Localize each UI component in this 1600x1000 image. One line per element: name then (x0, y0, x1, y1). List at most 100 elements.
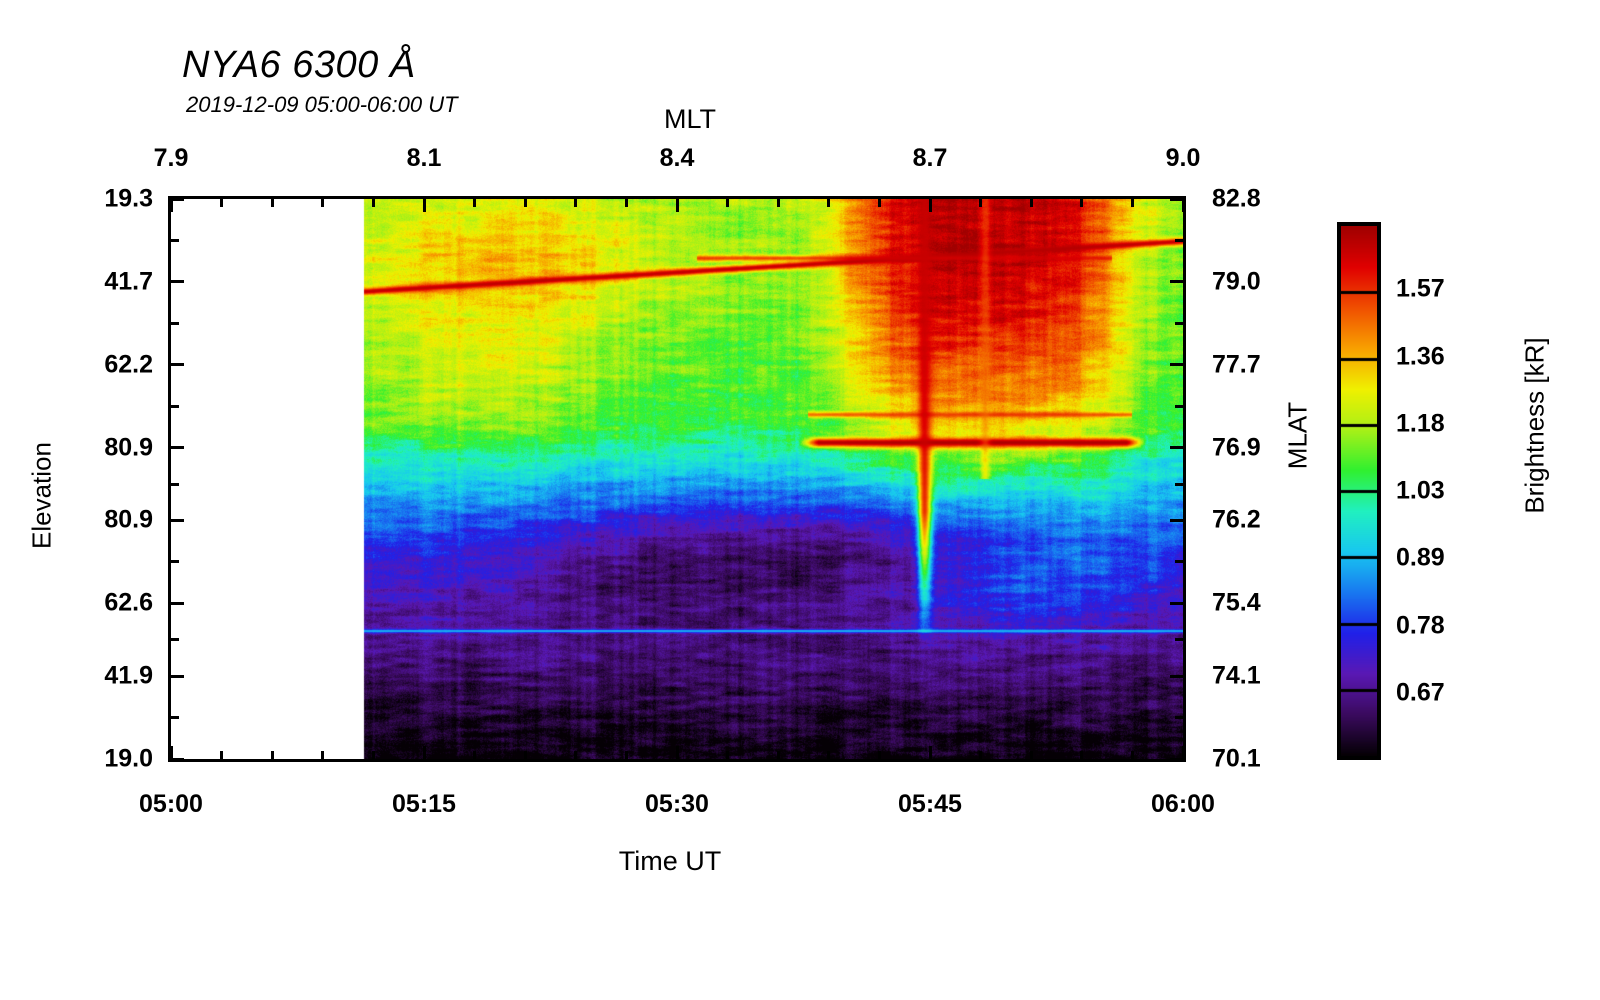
figure-title: NYA6 6300 Å (182, 44, 416, 86)
colorbar-label: Brightness [kR] (1519, 337, 1550, 514)
colorbar-tick-label: 0.67 (1396, 678, 1445, 707)
x-axis-minor-tick (473, 751, 477, 759)
y-axis-tick (171, 197, 184, 201)
top-axis-minor-tick (523, 199, 527, 207)
right-axis-tick (1170, 757, 1183, 761)
top-axis-minor-tick (220, 199, 224, 207)
colorbar-gradient (1341, 226, 1377, 756)
right-axis-tick-label: 79.0 (1212, 267, 1261, 296)
x-axis-minor-tick (321, 751, 325, 759)
x-axis-minor-tick (371, 751, 375, 759)
right-axis-tick (1170, 518, 1183, 522)
x-axis-minor-tick (624, 751, 628, 759)
x-axis-minor-tick (979, 751, 983, 759)
x-axis-minor-tick (776, 751, 780, 759)
colorbar (1337, 222, 1381, 760)
y-axis-tick-label: 19.3 (104, 184, 153, 213)
y-axis-minor-tick (171, 560, 179, 564)
right-axis-minor-tick (1175, 560, 1183, 564)
right-axis-minor-tick (1175, 404, 1183, 408)
figure-subtitle: 2019-12-09 05:00-06:00 UT (186, 92, 458, 117)
x-axis-tick-label: 05:00 (139, 790, 203, 818)
top-axis-minor-tick (473, 199, 477, 207)
top-axis-tick-label: 9.0 (1165, 144, 1201, 172)
x-axis-minor-tick (574, 751, 578, 759)
x-axis-tick-label: 05:15 (392, 790, 456, 818)
top-axis-tick-label: 7.9 (153, 144, 189, 172)
x-axis-label: Time UT (618, 846, 722, 876)
y-axis-minor-tick (171, 321, 179, 325)
right-axis-minor-tick (1175, 482, 1183, 486)
x-axis-minor-tick (1080, 751, 1084, 759)
right-axis-tick (1170, 280, 1183, 284)
right-axis-tick-label: 76.2 (1212, 505, 1261, 534)
right-axis-tick (1170, 601, 1183, 605)
y-axis-tick-label: 80.9 (104, 505, 153, 534)
top-axis-minor-tick (1029, 199, 1033, 207)
y-axis-tick (171, 280, 184, 284)
right-axis-minor-tick (1175, 321, 1183, 325)
colorbar-tick-label: 0.78 (1396, 611, 1445, 639)
colorbar-tick-label: 1.18 (1396, 409, 1445, 438)
y-axis-minor-tick (171, 404, 179, 408)
top-axis-minor-tick (574, 199, 578, 207)
x-axis-tick (422, 746, 426, 759)
colorbar-tick-label: 1.03 (1396, 476, 1445, 505)
x-axis-tick (675, 746, 679, 759)
x-axis-minor-tick (827, 751, 831, 759)
top-axis-minor-tick (1130, 199, 1134, 207)
y-axis-tick (171, 757, 184, 761)
top-axis-minor-tick (624, 199, 628, 207)
colorbar-tick-label: 0.89 (1396, 543, 1445, 572)
right-axis-minor-tick (1175, 238, 1183, 242)
right-axis-tick (1170, 446, 1183, 450)
right-axis-minor-tick (1175, 716, 1183, 720)
right-axis-tick-label: 74.1 (1212, 661, 1261, 690)
y-axis-tick (171, 518, 184, 522)
y-axis-minor-tick (171, 238, 179, 242)
y-axis-tick-label: 19.0 (104, 744, 153, 773)
x-axis-tick-label: 06:00 (1151, 790, 1215, 818)
x-axis-tick-label: 05:45 (898, 790, 962, 818)
x-axis-minor-tick (220, 751, 224, 759)
top-axis-label: MLT (664, 104, 716, 134)
top-axis-minor-tick (827, 199, 831, 207)
keogram-heatmap (171, 199, 1183, 759)
x-axis-tick (1181, 746, 1185, 759)
colorbar-tick-label: 1.57 (1396, 274, 1445, 303)
right-axis-tick-label: 75.4 (1212, 588, 1261, 617)
right-axis-tick-label: 77.7 (1212, 350, 1261, 379)
x-axis-minor-tick (1029, 751, 1033, 759)
right-axis-tick-label: 70.1 (1212, 744, 1261, 773)
colorbar-tick-label: 1.36 (1396, 342, 1445, 370)
top-axis-tick (675, 199, 679, 212)
top-axis-tick-label: 8.1 (406, 144, 442, 172)
x-axis-minor-tick (1130, 751, 1134, 759)
top-axis-tick (422, 199, 426, 212)
plot-area (168, 196, 1186, 762)
y-axis-tick-label: 41.7 (104, 267, 153, 296)
right-axis-tick (1170, 674, 1183, 678)
y-axis-tick (171, 446, 184, 450)
x-axis-tick (928, 746, 932, 759)
top-axis-tick (169, 199, 173, 212)
top-axis-minor-tick (371, 199, 375, 207)
top-axis-minor-tick (321, 199, 325, 207)
right-axis-label: MLAT (1282, 401, 1313, 470)
y-axis-tick-label: 62.2 (104, 350, 153, 379)
top-axis-tick-label: 8.4 (659, 144, 695, 172)
top-axis-minor-tick (726, 199, 730, 207)
right-axis-tick (1170, 363, 1183, 367)
top-axis-tick-label: 8.7 (912, 144, 948, 172)
top-axis-tick (1181, 199, 1185, 212)
y-axis-minor-tick (171, 716, 179, 720)
x-axis-tick (169, 746, 173, 759)
y-axis-tick-label: 62.6 (104, 588, 153, 617)
x-axis-minor-tick (270, 751, 274, 759)
y-axis-tick-label: 41.9 (104, 661, 153, 690)
x-axis-minor-tick (726, 751, 730, 759)
right-axis-tick (1170, 197, 1183, 201)
top-axis-minor-tick (270, 199, 274, 207)
x-axis-minor-tick (877, 751, 881, 759)
